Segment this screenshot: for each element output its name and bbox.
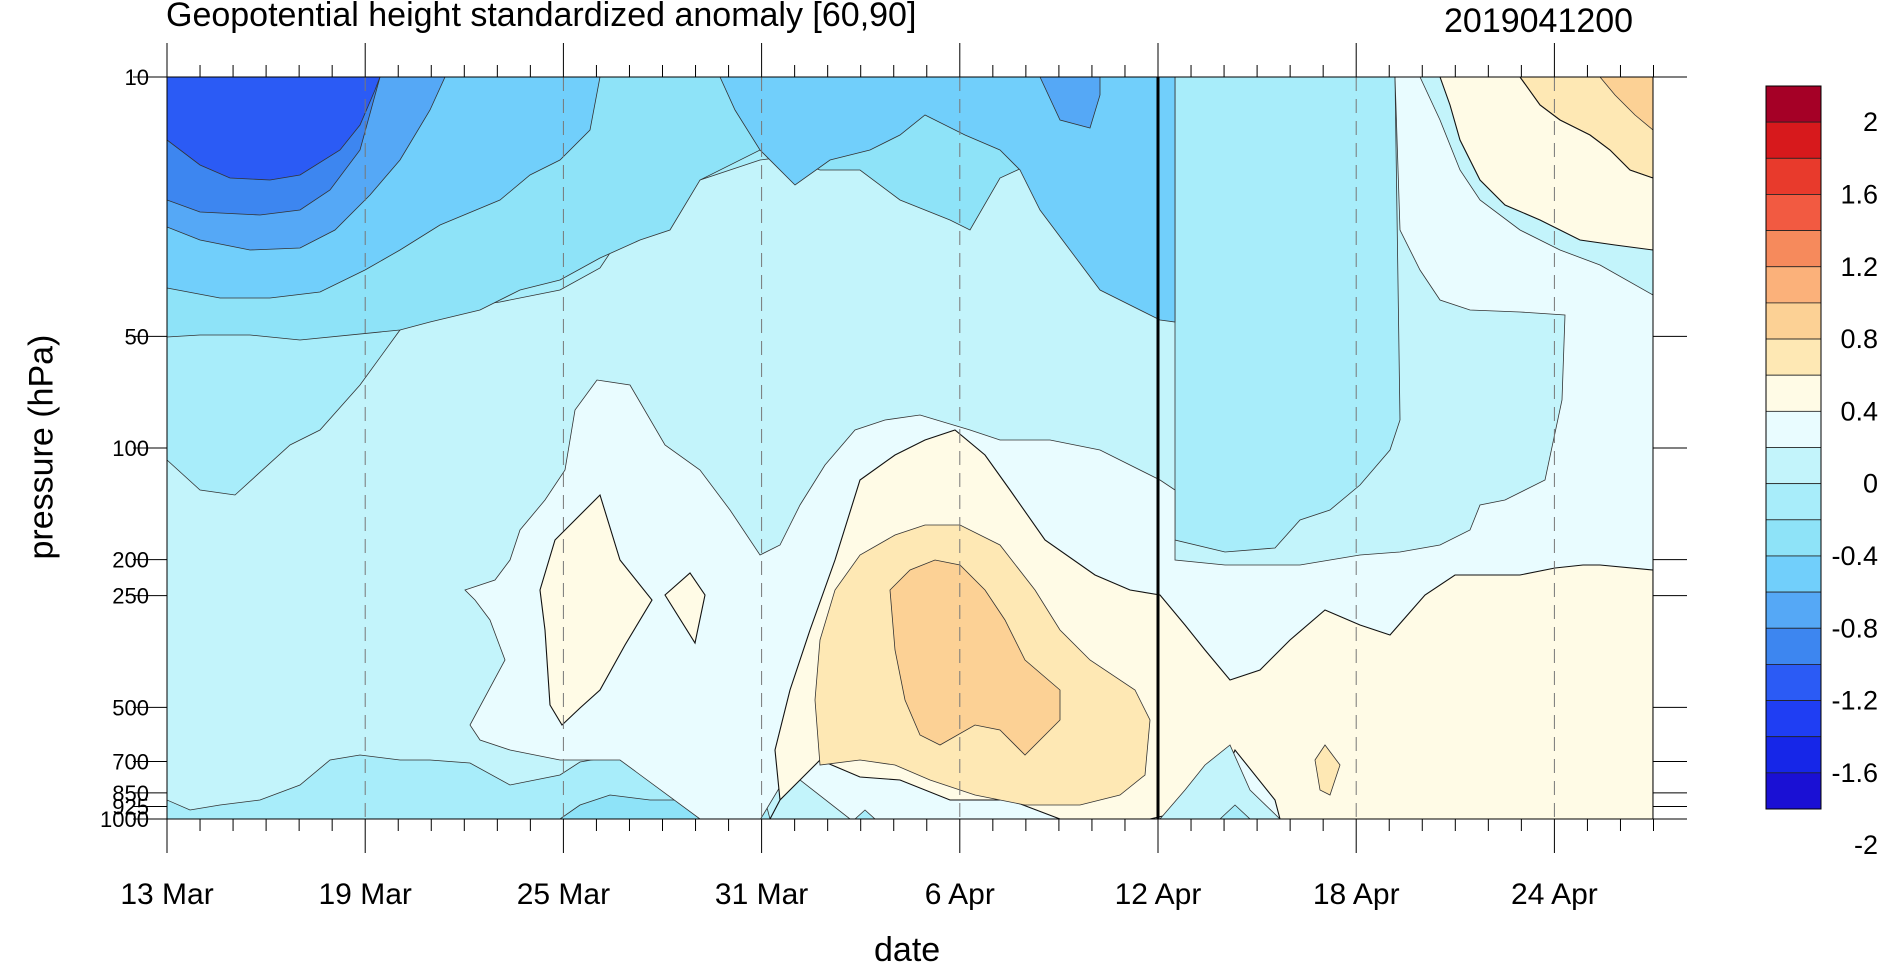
colorbar-swatch — [1765, 157, 1822, 195]
contour-region — [1159, 744, 1281, 819]
x-tick-label: 31 Mar — [715, 878, 808, 911]
y-tick-label: 700 — [112, 750, 149, 775]
date-gridlines — [364, 77, 1555, 819]
contour-region — [854, 809, 876, 819]
colorbar: 2 1.6 1.2 0.8 0.4 0 -0.4 -0.8 -1.2 -1.6 -2 — [1765, 85, 1878, 860]
contour-region — [1219, 804, 1251, 819]
colorbar-frame — [1765, 85, 1822, 810]
contour-region — [889, 559, 1061, 756]
x-tick-label: 13 Mar — [120, 878, 213, 911]
contour-region — [664, 572, 706, 645]
colorbar-label: -0.4 — [1831, 541, 1878, 571]
colorbar-label: 2 — [1863, 107, 1878, 137]
colorbar-swatch — [1765, 230, 1822, 268]
y-tick-label: 100 — [112, 436, 149, 461]
x-axis-ticks: 13 Mar 19 Mar 25 Mar 31 Mar 6 Apr 12 Apr 18 Ap… — [120, 43, 1654, 911]
colorbar-swatch — [1765, 591, 1822, 629]
x-tick-label: 18 Apr — [1313, 878, 1400, 911]
contour-fill-group — [167, 77, 1653, 819]
contour-region — [1599, 77, 1653, 131]
colorbar-swatch — [1765, 483, 1822, 521]
y-tick-label: 925 — [112, 794, 149, 819]
colorbar-swatch — [1765, 555, 1822, 593]
x-tick-label: 6 Apr — [925, 878, 995, 911]
contour-region — [1439, 77, 1653, 251]
colorbar-swatch — [1765, 85, 1822, 123]
colorbar-label: 0.4 — [1840, 396, 1878, 426]
colorbar-label: 1.2 — [1840, 252, 1878, 282]
colorbar-swatch — [1765, 338, 1822, 376]
colorbar-label: 0.8 — [1840, 324, 1878, 354]
colorbar-swatch — [1765, 374, 1822, 412]
y-tick-label: 500 — [112, 695, 149, 720]
x-tick-label: 19 Mar — [319, 878, 412, 911]
contour-region — [539, 493, 653, 726]
contour-region — [1039, 77, 1101, 129]
colorbar-swatch — [1765, 121, 1822, 159]
colorbar-swatch — [1765, 772, 1822, 810]
chart-title: Geopotential height standardized anomaly… — [166, 0, 917, 34]
colorbar-label: -1.6 — [1831, 758, 1878, 788]
colorbar-label: -0.8 — [1831, 613, 1878, 643]
colorbar-swatch — [1765, 302, 1822, 340]
contour-region — [1314, 744, 1341, 796]
colorbar-swatch — [1765, 410, 1822, 448]
date-stamp: 2019041200 — [1444, 2, 1634, 40]
colorbar-swatch — [1765, 447, 1822, 485]
contour-region — [167, 77, 381, 181]
y-tick-label: 250 — [112, 584, 149, 609]
y-tick-label: 1000 — [100, 807, 149, 832]
y-tick-label: 50 — [125, 324, 149, 349]
colorbar-swatch — [1765, 736, 1822, 774]
colorbar-label: -1.2 — [1831, 686, 1878, 716]
contour-region — [1174, 77, 1401, 553]
colorbar-swatch — [1765, 266, 1822, 304]
x-tick-label: 24 Apr — [1511, 878, 1598, 911]
y-tick-label: 10 — [125, 65, 149, 90]
colorbar-label: 0 — [1863, 469, 1878, 499]
x-tick-label: 25 Mar — [517, 878, 610, 911]
x-axis-label: date — [874, 931, 941, 969]
colorbar-label: 1.6 — [1840, 179, 1878, 209]
colorbar-swatch — [1765, 519, 1822, 557]
colorbar-swatch — [1765, 664, 1822, 701]
colorbar-label: -2 — [1854, 830, 1878, 860]
x-tick-label: 12 Apr — [1115, 878, 1202, 911]
y-tick-label: 200 — [112, 548, 149, 573]
y-tick-label: 850 — [112, 781, 149, 806]
contour-region — [719, 77, 1176, 323]
colorbar-swatch — [1765, 700, 1822, 738]
colorbar-swatch — [1765, 627, 1822, 665]
colorbar-swatch — [1765, 194, 1822, 231]
